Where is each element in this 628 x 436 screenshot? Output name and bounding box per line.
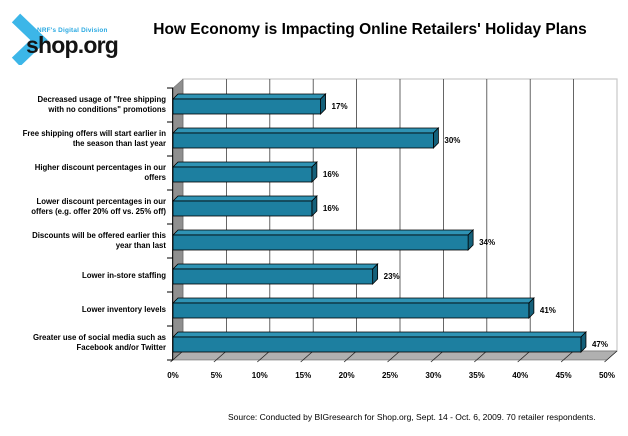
bar-value-label: 34%	[479, 238, 495, 247]
bar-row: 30% Free shipping offers will start earli…	[23, 127, 460, 149]
source-note: Source: Conducted by BIGresearch for Sho…	[228, 412, 596, 422]
category-label: Higher discount percentages in our offers	[35, 163, 167, 182]
x-axis-tick	[343, 350, 357, 363]
x-axis-label: 35%	[469, 371, 485, 380]
bar-top-face	[172, 127, 440, 134]
category-label: Decreased usage of "free shipping with no…	[38, 95, 167, 114]
shop-org-logo: NRF's Digital Division shop.org	[8, 10, 138, 66]
bar-face	[172, 234, 469, 251]
x-axis-label: 25%	[382, 371, 398, 380]
bar-face	[172, 336, 582, 353]
x-axis-tick	[387, 350, 401, 363]
bar-face	[172, 302, 530, 319]
category-label: Greater use of social media such as Faceb…	[33, 333, 167, 352]
bar-row: 47% Greater use of social media such as Fa…	[33, 331, 608, 353]
bar-top-face	[172, 263, 379, 270]
x-axis-tick	[517, 350, 531, 363]
bar-row: 34% Discounts will be offered earlier thi…	[32, 229, 495, 251]
category-label: Lower in-store staffing	[82, 271, 166, 280]
bar-face	[172, 200, 313, 217]
x-axis-tick	[257, 350, 271, 363]
bar-top-face	[172, 297, 535, 304]
x-axis-tick	[560, 350, 574, 363]
bar-value-label: 30%	[444, 136, 460, 145]
brand-name: shop.org	[26, 32, 119, 58]
x-axis-label: 15%	[295, 371, 311, 380]
brand-tagline: NRF's Digital Division	[37, 27, 108, 34]
bar-row: 23% Lower in-store staffing	[82, 263, 400, 285]
category-label: Discounts will be offered earlier this ye…	[32, 231, 167, 250]
brand-chevron-icon	[11, 13, 48, 65]
x-axis-tick	[604, 350, 618, 363]
bar-face	[172, 98, 321, 115]
x-axis-tick	[430, 350, 444, 363]
bar-value-label: 17%	[332, 102, 348, 111]
bar-top-face	[172, 331, 587, 338]
x-axis-label: 0%	[167, 371, 179, 380]
category-label: Lower inventory levels	[82, 305, 167, 314]
bar-row: 41% Lower inventory levels	[82, 297, 556, 319]
bar-value-label: 16%	[323, 170, 339, 179]
bar-top-face	[172, 195, 318, 202]
bar-row: 16% Lower discount percentages in our offe…	[31, 195, 339, 217]
bar-top-face	[172, 229, 475, 236]
x-axis-label: 40%	[512, 371, 528, 380]
x-axis-label: 20%	[339, 371, 355, 380]
bar-top-face	[172, 93, 327, 100]
category-label: Lower discount percentages in our offers …	[31, 197, 166, 216]
bar-face	[172, 132, 434, 149]
x-axis-label: 5%	[211, 371, 223, 380]
bar-row: 16% Higher discount percentages in our off…	[35, 161, 339, 183]
x-axis-label: 50%	[599, 371, 615, 380]
category-label: Free shipping offers will start earlier …	[23, 129, 167, 148]
bar-value-label: 47%	[592, 340, 608, 349]
x-axis-tick	[474, 350, 488, 363]
bar-top-face	[172, 161, 318, 168]
bar-row: 17% Decreased usage of "free shipping with…	[38, 93, 348, 115]
bar-face	[172, 268, 374, 285]
x-axis-label: 10%	[252, 371, 268, 380]
bar-value-label: 16%	[323, 204, 339, 213]
x-axis-tick	[213, 350, 227, 363]
bar-value-label: 41%	[540, 306, 556, 315]
x-axis-label: 30%	[425, 371, 441, 380]
bar-value-label: 23%	[384, 272, 400, 281]
x-axis-tick	[300, 350, 314, 363]
chart-title: How Economy is Impacting Online Retailer…	[153, 21, 587, 38]
x-axis-label: 45%	[556, 371, 572, 380]
bar-face	[172, 166, 313, 183]
